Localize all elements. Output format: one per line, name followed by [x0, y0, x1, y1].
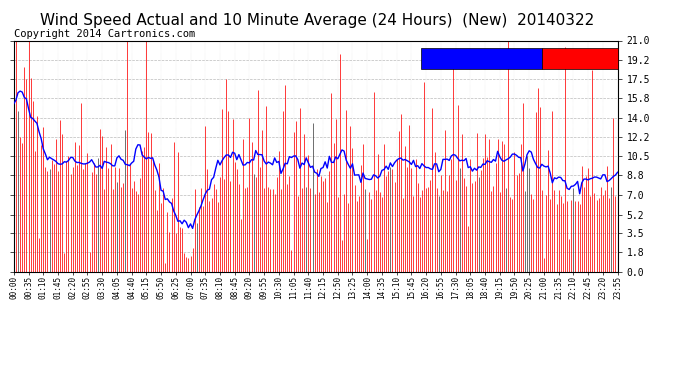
Text: Wind Speed Actual and 10 Minute Average (24 Hours)  (New)  20140322: Wind Speed Actual and 10 Minute Average …	[40, 13, 595, 28]
Text: Wind (mph): Wind (mph)	[545, 54, 595, 63]
Text: Copyright 2014 Cartronics.com: Copyright 2014 Cartronics.com	[14, 29, 195, 39]
Text: 10 Min Avg (mph): 10 Min Avg (mph)	[424, 54, 504, 63]
